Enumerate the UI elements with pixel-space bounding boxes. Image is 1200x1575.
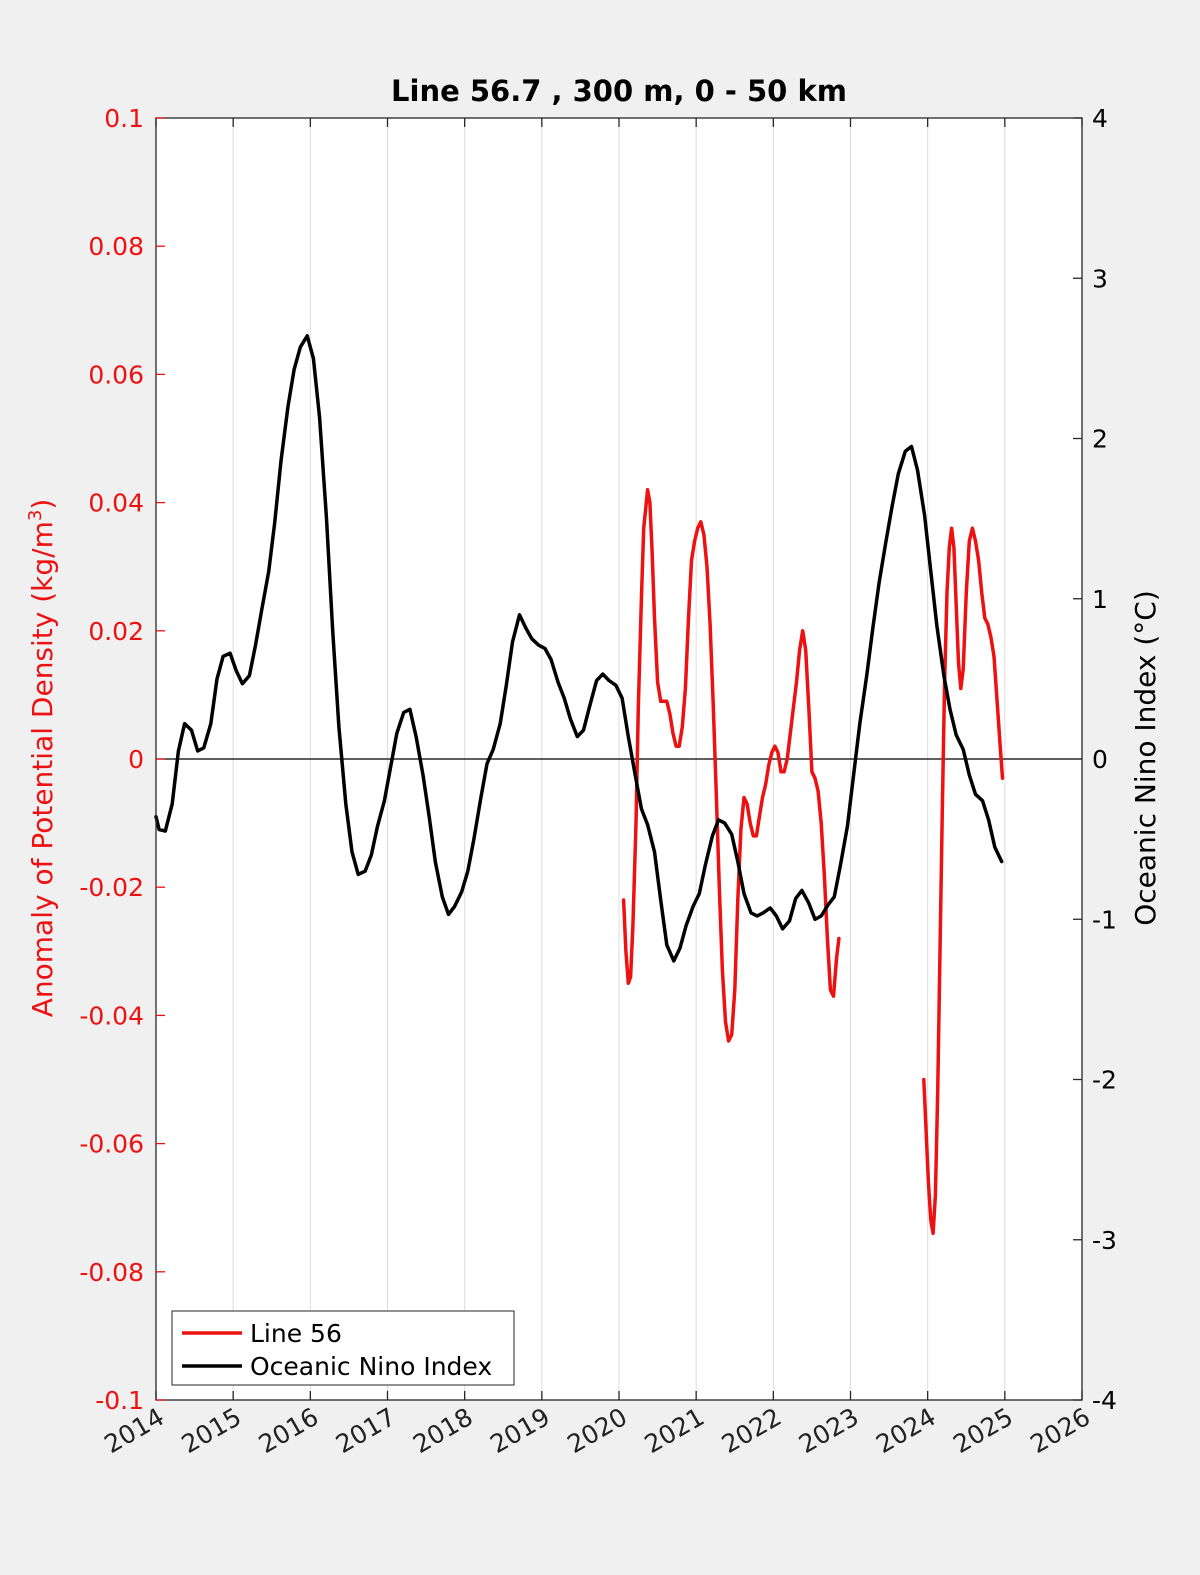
series-line-line-56-1 [621, 488, 841, 1043]
y-right-tick-label: 2 [1092, 425, 1108, 454]
y-left-tick-label: -0.02 [79, 873, 144, 902]
y-right-tick-label: -2 [1092, 1066, 1117, 1095]
y-axis-right-label: Oceanic Nino Index (°C) [1129, 590, 1162, 926]
y-left-tick-label: 0.02 [88, 617, 144, 646]
y-left-tick-label: 0.06 [88, 360, 144, 389]
y-left-tick-label: 0.1 [104, 104, 144, 133]
y-right-tick-label: -4 [1092, 1386, 1117, 1415]
y-left-tick-label: -0.08 [79, 1258, 144, 1287]
legend-label-line56: Line 56 [250, 1319, 342, 1348]
series-line-line-56-2 [922, 526, 1005, 1236]
y-right-tick-label: -3 [1092, 1226, 1117, 1255]
legend: Line 56 Oceanic Nino Index [171, 1310, 515, 1386]
legend-box [171, 1310, 515, 1386]
y-right-tick-label: 4 [1092, 104, 1108, 133]
y-axis-left-label: Anomaly of Potential Density (kg/m3) [25, 499, 59, 1018]
chart-title: Line 56.7 , 300 m, 0 - 50 km [391, 74, 847, 108]
series-line-oceanic-nino-index-1 [154, 334, 1004, 963]
y-right-tick-label: 0 [1092, 745, 1108, 774]
legend-label-oni: Oceanic Nino Index [250, 1352, 492, 1381]
y-right-tick-label: 3 [1092, 264, 1108, 293]
y-left-tick-label: -0.1 [95, 1386, 144, 1415]
y-left-tick-label: 0.04 [88, 489, 144, 518]
y-left-tick-label: 0 [128, 745, 144, 774]
y-left-tick-label: -0.04 [79, 1001, 144, 1030]
y-left-tick-label: -0.06 [79, 1130, 144, 1159]
series-layer [154, 334, 1005, 1236]
y-left-tick-label: 0.08 [88, 232, 144, 261]
y-right-tick-label: 1 [1092, 585, 1108, 614]
y-right-tick-label: -1 [1092, 905, 1117, 934]
